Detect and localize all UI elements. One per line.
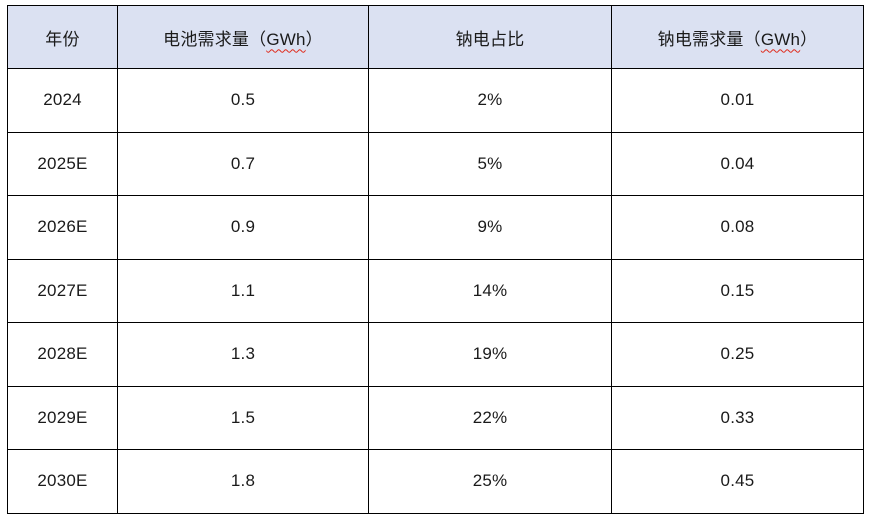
sodium-demand-cell: 0.08 — [611, 195, 864, 260]
demand-forecast-table-container: 年份 电池需求量（GWh） 钠电占比 钠电需求量（GWh） 2024 0.5 2… — [7, 5, 864, 514]
sodium-demand-cell: 0.01 — [611, 68, 864, 133]
header-row: 年份 电池需求量（GWh） 钠电占比 钠电需求量（GWh） — [7, 5, 864, 69]
sodium-share-cell: 5% — [368, 131, 612, 196]
battery-demand-cell: 0.7 — [117, 131, 369, 196]
battery-demand-cell: 1.1 — [117, 258, 369, 323]
header-text: 电池需求量（ — [163, 29, 267, 49]
battery-demand-cell: 0.9 — [117, 195, 369, 260]
table-row: 2024 0.5 2% 0.01 — [7, 68, 864, 133]
table-row: 2029E 1.5 22% 0.33 — [7, 385, 864, 450]
year-cell: 2028E — [7, 322, 118, 387]
header-suffix: ） — [800, 29, 818, 49]
sodium-demand-cell: 0.25 — [611, 322, 864, 387]
battery-demand-cell: 1.5 — [117, 385, 369, 450]
gwh-unit-text: GWh — [266, 29, 306, 49]
battery-demand-cell: 0.5 — [117, 68, 369, 133]
year-cell: 2025E — [7, 131, 118, 196]
sodium-demand-cell: 0.04 — [611, 131, 864, 196]
sodium-share-cell: 19% — [368, 322, 612, 387]
sodium-share-cell: 14% — [368, 258, 612, 323]
sodium-demand-cell: 0.33 — [611, 385, 864, 450]
sodium-share-cell: 22% — [368, 385, 612, 450]
header-text: 钠电需求量（ — [657, 29, 761, 49]
table-row: 2025E 0.7 5% 0.04 — [7, 131, 864, 196]
battery-demand-cell: 1.3 — [117, 322, 369, 387]
year-cell: 2030E — [7, 449, 118, 514]
year-cell: 2026E — [7, 195, 118, 260]
sodium-demand-cell: 0.45 — [611, 449, 864, 514]
table-row: 2026E 0.9 9% 0.08 — [7, 195, 864, 260]
gwh-unit-text: GWh — [760, 29, 801, 49]
header-suffix: ） — [305, 29, 323, 49]
sodium-share-cell: 9% — [368, 195, 612, 260]
sodium-share-cell: 25% — [368, 449, 612, 514]
sodium-share-cell: 2% — [368, 68, 612, 133]
header-text: 年份 — [45, 29, 80, 49]
column-header-sodium-demand: 钠电需求量（GWh） — [611, 5, 864, 69]
table-row: 2030E 1.8 25% 0.45 — [7, 449, 864, 514]
sodium-demand-cell: 0.15 — [611, 258, 864, 323]
table-row: 2027E 1.1 14% 0.15 — [7, 258, 864, 323]
year-cell: 2024 — [7, 68, 118, 133]
column-header-battery-demand: 电池需求量（GWh） — [117, 5, 369, 69]
demand-forecast-table: 年份 电池需求量（GWh） 钠电占比 钠电需求量（GWh） 2024 0.5 2… — [7, 5, 864, 514]
table-row: 2028E 1.3 19% 0.25 — [7, 322, 864, 387]
battery-demand-cell: 1.8 — [117, 449, 369, 514]
year-cell: 2027E — [7, 258, 118, 323]
header-text: 钠电占比 — [455, 29, 525, 49]
column-header-sodium-share: 钠电占比 — [368, 5, 612, 69]
column-header-year: 年份 — [7, 5, 118, 69]
year-cell: 2029E — [7, 385, 118, 450]
